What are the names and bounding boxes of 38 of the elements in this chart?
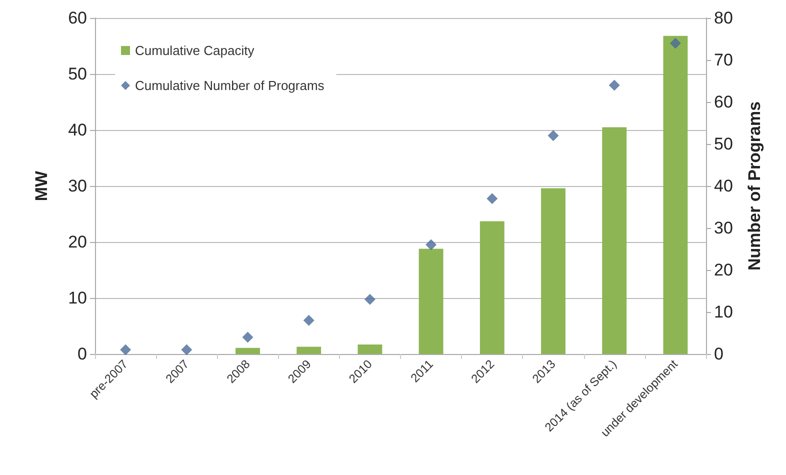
y2-tick-label: 70	[714, 50, 733, 70]
y2-tick-label: 0	[714, 344, 724, 364]
bar	[480, 221, 504, 354]
y2-tick-label: 20	[714, 260, 733, 280]
y2-tick-label: 40	[714, 176, 733, 196]
y-axis-title: MW	[32, 170, 51, 202]
bar	[296, 346, 322, 354]
bar	[236, 348, 260, 354]
y2-tick-label: 10	[714, 302, 733, 322]
y-tick-label: 30	[68, 176, 87, 196]
legend-label: Cumulative Number of Programs	[135, 78, 325, 93]
y-tick-label: 50	[68, 64, 87, 84]
bar	[663, 36, 688, 354]
y2-axis-title: Number of Programs	[745, 101, 764, 271]
y2-tick-label: 30	[714, 218, 733, 238]
point	[608, 80, 620, 91]
bar	[602, 127, 627, 354]
y-tick-label: 0	[78, 344, 87, 364]
point	[548, 130, 559, 142]
point	[670, 38, 681, 49]
point	[242, 332, 254, 343]
point	[364, 294, 376, 305]
y2-tick-label: 50	[714, 134, 733, 154]
y-tick-label: 10	[68, 288, 87, 308]
point	[120, 344, 132, 356]
y-tick-label: 20	[68, 232, 87, 252]
bar	[358, 344, 382, 354]
y2-tick-label: 80	[714, 8, 733, 28]
y-tick-label: 60	[68, 8, 87, 28]
bar	[541, 188, 566, 354]
point	[303, 314, 314, 326]
legend-label: Cumulative Capacity	[135, 43, 255, 58]
y2-tick-label: 60	[714, 92, 733, 112]
y-tick-label: 40	[68, 120, 87, 140]
bar	[418, 248, 444, 354]
point	[181, 344, 192, 356]
point	[486, 193, 498, 204]
point	[426, 239, 437, 250]
